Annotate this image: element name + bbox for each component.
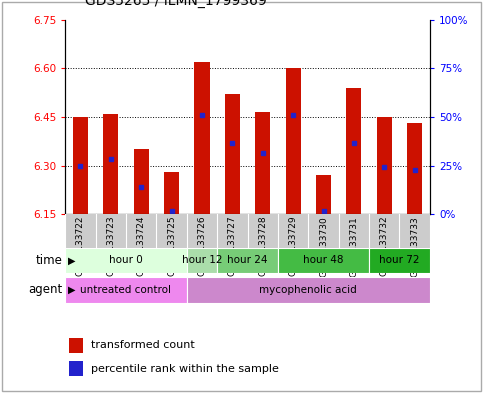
Text: GSM1133733: GSM1133733 [410,216,419,277]
Bar [377,117,392,214]
Text: hour 0: hour 0 [109,255,143,265]
Bar [164,172,179,214]
Bar [255,112,270,214]
Bar [285,68,301,214]
Text: GSM1133728: GSM1133728 [258,216,267,277]
Bar [65,248,187,273]
Text: percentile rank within the sample: percentile rank within the sample [91,364,279,374]
Bar [73,117,88,214]
Bar [217,248,278,273]
Bar [369,248,430,273]
Text: transformed count: transformed count [91,340,195,351]
Text: mycophenolic acid: mycophenolic acid [259,285,357,295]
Text: ▶: ▶ [68,255,75,265]
Bar [225,94,240,214]
Text: GSM1133727: GSM1133727 [228,216,237,277]
Bar [316,175,331,214]
Bar [103,114,118,214]
Bar [346,88,361,214]
Text: hour 48: hour 48 [303,255,344,265]
Text: GSM1133725: GSM1133725 [167,216,176,277]
Text: time: time [36,254,63,267]
Text: untreated control: untreated control [81,285,171,295]
Bar [194,62,210,214]
Bar [187,277,430,303]
Bar [134,149,149,214]
Text: ▶: ▶ [68,285,75,295]
Text: GDS5265 / ILMN_1799369: GDS5265 / ILMN_1799369 [85,0,266,8]
Bar [407,123,422,214]
Text: GSM1133724: GSM1133724 [137,216,146,276]
Text: GSM1133723: GSM1133723 [106,216,115,277]
Text: GSM1133726: GSM1133726 [198,216,206,277]
Text: hour 72: hour 72 [379,255,420,265]
Bar [69,338,84,353]
Text: hour 24: hour 24 [227,255,268,265]
Bar [278,248,369,273]
Bar [65,277,187,303]
Text: GSM1133722: GSM1133722 [76,216,85,276]
Bar [69,362,84,376]
Text: GSM1133729: GSM1133729 [289,216,298,277]
Text: GSM1133732: GSM1133732 [380,216,389,277]
Bar [187,248,217,273]
Text: GSM1133731: GSM1133731 [349,216,358,277]
Text: agent: agent [28,283,63,296]
Text: GSM1133730: GSM1133730 [319,216,328,277]
Bar [65,214,430,248]
Text: hour 12: hour 12 [182,255,222,265]
